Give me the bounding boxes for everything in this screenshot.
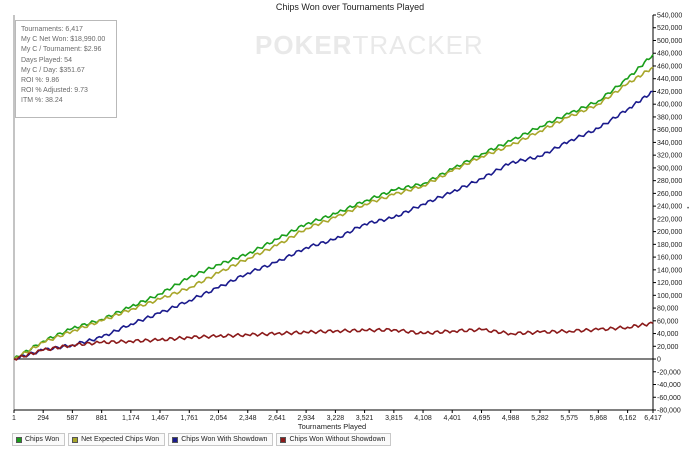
y-tick-label: 400,000 <box>657 102 682 109</box>
x-tick-label: 4,695 <box>473 415 491 422</box>
x-tick-label: 2,934 <box>297 415 315 422</box>
x-tick-label: 4,988 <box>502 415 520 422</box>
pokertracker-watermark: POKERTRACKER <box>255 30 484 61</box>
y-tick-label: 360,000 <box>657 127 682 134</box>
legend: Chips Won Net Expected Chips Won Chips Won… <box>12 433 394 446</box>
x-tick-label: 881 <box>96 415 108 422</box>
y-tick-label: 220,000 <box>657 216 682 223</box>
legend-item[interactable]: Net Expected Chips Won <box>68 433 166 446</box>
y-tick-label: -20,000 <box>657 369 681 376</box>
legend-item[interactable]: Chips Won <box>12 433 66 446</box>
y-tick-label: 20,000 <box>657 344 679 351</box>
legend-swatch <box>280 436 287 443</box>
x-tick-label: 1,174 <box>122 415 140 422</box>
y-tick-label: -40,000 <box>657 382 681 389</box>
y-tick-label: 280,000 <box>657 178 682 185</box>
y-tick-label: 60,000 <box>657 318 679 325</box>
y-tick-label: -60,000 <box>657 395 681 402</box>
y-tick-label: 0 <box>657 357 661 364</box>
legend-swatch <box>16 436 22 443</box>
legend-label: Chips Won Without Showdown <box>289 436 386 443</box>
y-tick-label: 340,000 <box>657 140 682 147</box>
x-tick-label: 587 <box>67 415 79 422</box>
y-tick-label: 200,000 <box>657 229 682 236</box>
stats-line: My C / Tournament: $2.96 <box>21 46 102 54</box>
y-tick-label: 140,000 <box>657 267 682 274</box>
x-tick-label: 4,108 <box>414 415 432 422</box>
x-tick-label: 4,401 <box>443 415 461 422</box>
y-tick-label: 100,000 <box>657 293 682 300</box>
y-tick-label: 40,000 <box>657 331 679 338</box>
x-tick-label: 1 <box>12 415 16 422</box>
y-tick-label: 380,000 <box>657 114 682 121</box>
legend-label: Chips Won <box>25 436 60 443</box>
y-tick-label: -80,000 <box>657 408 681 415</box>
stats-line: ITM %: 38.24 <box>21 97 63 105</box>
x-tick-label: 3,228 <box>327 415 345 422</box>
y-tick-label: 540,000 <box>657 13 682 20</box>
legend-swatch <box>172 436 179 443</box>
x-tick-label: 5,575 <box>560 415 578 422</box>
legend-label: Chips Won With Showdown <box>181 436 268 443</box>
watermark-strong-text: POKER <box>255 30 353 60</box>
stats-line: ROI % Adjusted: 9.73 <box>21 87 88 95</box>
x-tick-label: 5,868 <box>590 415 608 422</box>
x-tick-label: 5,282 <box>531 415 549 422</box>
y-tick-label: 420,000 <box>657 89 682 96</box>
x-tick-label: 3,815 <box>385 415 403 422</box>
legend-item[interactable]: Chips Won Without Showdown <box>276 433 392 446</box>
x-tick-label: 1,761 <box>181 415 199 422</box>
y-tick-label: 480,000 <box>657 51 682 58</box>
stats-line: ROI %: 9.86 <box>21 77 60 85</box>
y-tick-label: 520,000 <box>657 25 682 32</box>
x-tick-label: 6,162 <box>619 415 637 422</box>
stats-line: Tournaments: 6,417 <box>21 26 83 33</box>
axes-layer <box>13 15 654 411</box>
legend-swatch <box>72 436 79 443</box>
x-tick-label: 1,467 <box>151 415 169 422</box>
stats-line: My C Net Won: $18,990.00 <box>21 36 106 44</box>
x-tick-label: 294 <box>37 415 49 422</box>
stats-box: Tournaments: 6,417 My C Net Won: $18,990… <box>15 20 117 118</box>
x-tick-label: 3,521 <box>356 415 374 422</box>
net-expected-line <box>13 66 654 360</box>
y-tick-label: 260,000 <box>657 191 682 198</box>
y-tick-label: 240,000 <box>657 204 682 211</box>
with-showdown-line <box>13 90 653 361</box>
x-tick-label: 2,641 <box>268 415 286 422</box>
y-tick-label: 120,000 <box>657 280 682 287</box>
x-axis-label: Tournaments Played <box>298 422 366 431</box>
y-tick-label: 320,000 <box>657 153 682 160</box>
x-tick-label: 2,348 <box>239 415 257 422</box>
y-tick-label: 300,000 <box>657 165 682 172</box>
watermark-light-text: TRACKER <box>352 30 484 60</box>
ticks-layer: 540,000 520,000 500,000 480,000 460,000 440,0… <box>12 13 682 423</box>
stats-line: My C / Day: $351.67 <box>21 66 85 74</box>
y-tick-label: 460,000 <box>657 63 682 70</box>
side-marker: • <box>687 206 690 212</box>
y-tick-label: 500,000 <box>657 38 682 45</box>
without-showdown-line <box>13 321 654 361</box>
x-tick-label: 2,054 <box>210 415 228 422</box>
legend-item[interactable]: Chips Won With Showdown <box>168 433 274 446</box>
legend-label: Net Expected Chips Won <box>81 436 160 443</box>
y-tick-label: 80,000 <box>657 306 679 313</box>
x-tick-label: 6,417 <box>644 415 662 422</box>
series-layer <box>13 54 654 361</box>
stats-line: Days Played: 54 <box>21 56 72 64</box>
chips-won-line <box>13 54 654 360</box>
chart-title: Chips Won over Tournaments Played <box>275 2 425 12</box>
y-tick-label: 440,000 <box>657 76 682 83</box>
y-tick-label: 180,000 <box>657 242 682 249</box>
y-tick-label: 160,000 <box>657 255 682 262</box>
